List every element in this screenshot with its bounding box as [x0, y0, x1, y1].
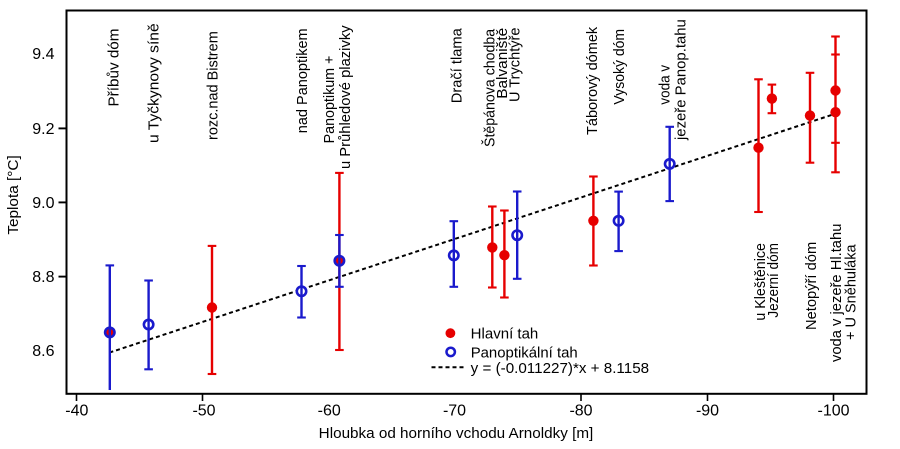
svg-text:-80: -80 — [569, 403, 592, 420]
svg-text:9.0: 9.0 — [32, 195, 54, 212]
svg-text:Teplota [°C]: Teplota [°C] — [5, 155, 22, 234]
svg-text:Dračí tlama: Dračí tlama — [448, 28, 465, 104]
svg-text:rozc.nad Bistrem: rozc.nad Bistrem — [205, 31, 222, 140]
svg-text:u Tyčkynovy síně: u Tyčkynovy síně — [145, 23, 162, 143]
svg-text:Hloubka od horního vchodu Arno: Hloubka od horního vchodu Arnoldky [m] — [319, 425, 594, 442]
svg-text:-60: -60 — [318, 403, 341, 420]
svg-text:Jezerní dóm: Jezerní dóm — [765, 243, 782, 318]
svg-text:Vysoký dóm: Vysoký dóm — [611, 29, 628, 105]
svg-text:-50: -50 — [192, 403, 215, 420]
svg-text:y = (-0.011227)*x + 8.1158: y = (-0.011227)*x + 8.1158 — [471, 360, 649, 377]
svg-text:Netopýří dóm: Netopýří dóm — [803, 242, 820, 330]
svg-text:9.2: 9.2 — [32, 121, 54, 138]
svg-text:9.4: 9.4 — [32, 46, 54, 63]
svg-text:-40: -40 — [65, 403, 88, 420]
svg-text:U Trychtýře: U Trychtýře — [506, 28, 523, 103]
svg-text:-100: -100 — [817, 403, 849, 420]
svg-text:Hlavní tah: Hlavní tah — [471, 325, 539, 342]
svg-text:+ U Sněhuláka: + U Sněhuláka — [842, 244, 859, 340]
svg-text:Balvaniště: Balvaniště — [494, 28, 511, 99]
svg-text:nad Panoptikem: nad Panoptikem — [294, 28, 311, 133]
svg-text:jezeře Panop.tahu: jezeře Panop.tahu — [673, 19, 690, 141]
svg-text:u Průhledové plazivky: u Průhledové plazivky — [337, 25, 354, 169]
svg-text:8.6: 8.6 — [32, 343, 54, 360]
svg-text:Panoptikální tah: Panoptikální tah — [471, 344, 578, 361]
svg-text:Panoptikum +: Panoptikum + — [321, 55, 338, 143]
svg-text:8.8: 8.8 — [32, 269, 54, 286]
svg-text:u Kleštěnice: u Kleštěnice — [752, 243, 769, 321]
svg-text:-90: -90 — [696, 403, 719, 420]
svg-text:voda v jezeře Hl.tahu: voda v jezeře Hl.tahu — [828, 224, 845, 362]
svg-text:Táborový dómek: Táborový dómek — [584, 26, 601, 135]
svg-text:Příbův dóm: Příbův dóm — [106, 29, 123, 107]
svg-text:-70: -70 — [443, 403, 466, 420]
svg-text:voda v: voda v — [656, 64, 673, 104]
svg-text:Štěpánova chodba: Štěpánova chodba — [481, 28, 498, 147]
